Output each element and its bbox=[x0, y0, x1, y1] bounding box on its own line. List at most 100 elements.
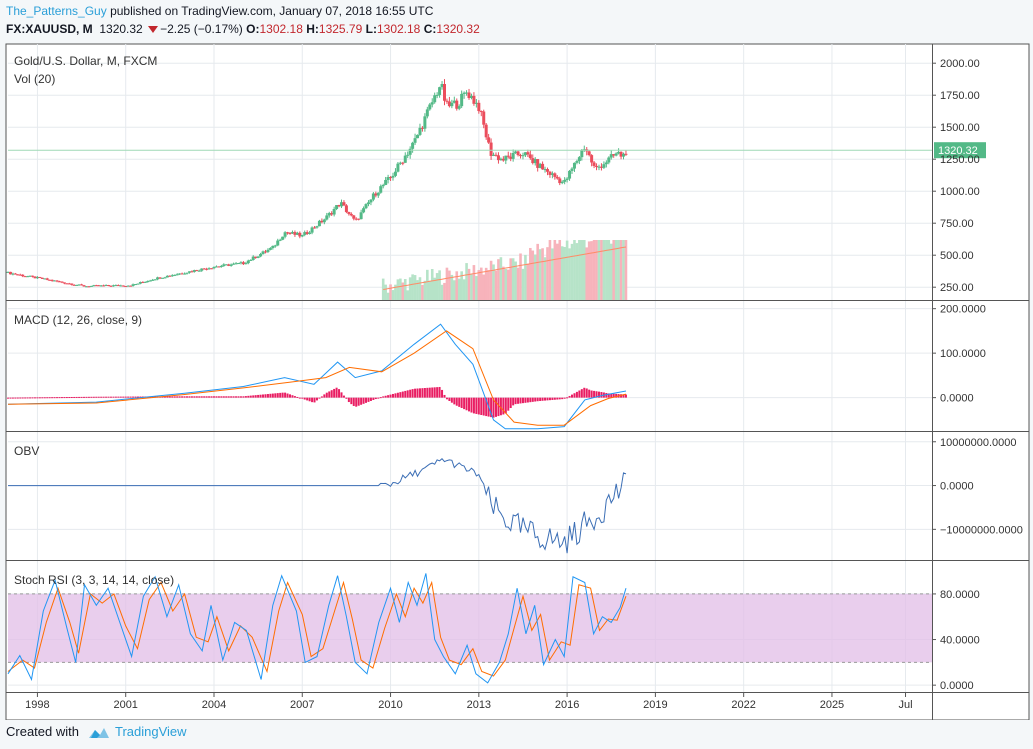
macd-histogram-bar bbox=[200, 396, 203, 398]
obv-ytick-label-0: 10000000.0000 bbox=[940, 437, 1016, 449]
macd-ytick-label-0: 200.0000 bbox=[940, 304, 986, 316]
obv-pane[interactable] bbox=[8, 457, 627, 554]
macd-histogram-bar bbox=[85, 396, 88, 398]
macd-histogram-bar bbox=[431, 387, 434, 398]
candle-body bbox=[92, 285, 96, 287]
macd-histogram-bar bbox=[11, 397, 14, 399]
volume-bar bbox=[622, 240, 625, 300]
macd-histogram-bar bbox=[53, 397, 56, 399]
volume-bar bbox=[399, 278, 402, 300]
candle-body bbox=[501, 158, 505, 161]
candle-body bbox=[107, 285, 111, 287]
macd-histogram-bar bbox=[186, 396, 189, 398]
macd-histogram-bar bbox=[624, 394, 627, 398]
macd-histogram-bar bbox=[401, 391, 404, 398]
macd-histogram-bar bbox=[271, 393, 274, 398]
candle-body bbox=[420, 127, 424, 129]
author-link[interactable]: The_Patterns_Guy bbox=[6, 4, 107, 18]
candle-body bbox=[53, 280, 57, 282]
macd-histogram-bar bbox=[51, 397, 54, 399]
price-pane[interactable]: 1320.32 bbox=[6, 79, 987, 300]
volume-bar bbox=[560, 246, 564, 300]
macd-histogram-bar bbox=[286, 393, 289, 398]
candle-body bbox=[18, 274, 22, 276]
macd-histogram-bar bbox=[605, 392, 608, 398]
macd-histogram-bar bbox=[7, 397, 9, 399]
macd-histogram-bar bbox=[119, 396, 122, 398]
candle-body bbox=[89, 285, 93, 287]
stoch-rsi-pane-title: Stoch RSI (3, 3, 14, 14, close) bbox=[14, 573, 174, 587]
macd-histogram-bar bbox=[482, 397, 485, 416]
candle-body bbox=[72, 284, 76, 286]
volume-bar bbox=[438, 270, 441, 300]
tradingview-link[interactable]: TradingView bbox=[114, 724, 187, 739]
macd-histogram-bar bbox=[217, 396, 220, 398]
macd-histogram-bar bbox=[166, 396, 169, 398]
candle-body bbox=[536, 159, 540, 168]
candle-body bbox=[607, 157, 611, 163]
high-label: H: bbox=[306, 22, 319, 36]
chart-area[interactable]: 1320.32 2000.00 1750.00 1500.00 1250.00 1000… bbox=[0, 0, 1033, 720]
candle-body bbox=[335, 205, 339, 210]
macd-pane[interactable] bbox=[7, 323, 627, 430]
candle-body bbox=[254, 256, 258, 258]
candle-body bbox=[423, 116, 427, 129]
candle-body bbox=[244, 263, 248, 265]
macd-histogram-bar bbox=[311, 397, 314, 403]
macd-histogram-bar bbox=[416, 388, 419, 398]
macd-histogram-bar bbox=[264, 394, 267, 398]
candle-body bbox=[344, 205, 348, 213]
macd-histogram-bar bbox=[193, 396, 196, 398]
macd-histogram-bar bbox=[24, 397, 27, 399]
macd-histogram-bar bbox=[551, 397, 554, 400]
candle-body bbox=[300, 234, 304, 237]
candle-body bbox=[293, 232, 297, 235]
macd-histogram-bar bbox=[573, 393, 576, 398]
macd-histogram-bar bbox=[129, 396, 132, 398]
macd-histogram-bar bbox=[392, 393, 394, 398]
macd-histogram-bar bbox=[607, 393, 610, 398]
candle-body bbox=[148, 280, 152, 282]
candle-body bbox=[278, 239, 282, 241]
candle-body bbox=[246, 260, 250, 264]
macd-histogram-bar bbox=[615, 393, 618, 398]
candle-body bbox=[474, 102, 478, 104]
candle-body bbox=[442, 84, 446, 101]
macd-histogram-bar bbox=[176, 396, 179, 398]
volume-bar bbox=[580, 240, 584, 300]
candle-body bbox=[116, 285, 120, 287]
volume-bar bbox=[487, 270, 490, 300]
candle-body bbox=[212, 267, 216, 269]
stoch-rsi-pane[interactable] bbox=[7, 573, 932, 684]
macd-histogram-bar bbox=[222, 396, 225, 398]
candle-body bbox=[597, 166, 601, 168]
macd-histogram-bar bbox=[48, 397, 51, 399]
candle-body bbox=[183, 273, 187, 275]
macd-histogram-bar bbox=[117, 396, 120, 398]
candle-body bbox=[538, 163, 542, 168]
xtick-label-9: 2025 bbox=[820, 699, 844, 711]
macd-histogram-bar bbox=[578, 390, 581, 398]
volume-bar bbox=[472, 265, 476, 300]
volume-bar bbox=[536, 243, 539, 300]
macd-histogram-bar bbox=[26, 397, 29, 399]
candle-body bbox=[342, 202, 346, 206]
macd-histogram-bar bbox=[468, 397, 471, 412]
macd-histogram-bar bbox=[590, 390, 593, 398]
candle-body bbox=[170, 275, 174, 277]
candle-body bbox=[138, 282, 142, 284]
volume-bar bbox=[416, 280, 419, 300]
candle-body bbox=[28, 275, 32, 277]
macd-histogram-bar bbox=[293, 396, 296, 398]
macd-histogram-bar bbox=[453, 397, 456, 405]
volume-bar bbox=[426, 269, 429, 300]
volume-bar bbox=[543, 257, 547, 300]
volume-bar bbox=[612, 240, 616, 300]
volume-bar bbox=[558, 240, 562, 300]
macd-histogram-bar bbox=[291, 395, 294, 398]
macd-histogram-bar bbox=[95, 396, 98, 398]
macd-histogram-bar bbox=[475, 397, 478, 414]
candle-body bbox=[349, 213, 353, 216]
candle-body bbox=[330, 213, 334, 215]
macd-histogram-bar bbox=[171, 396, 174, 398]
